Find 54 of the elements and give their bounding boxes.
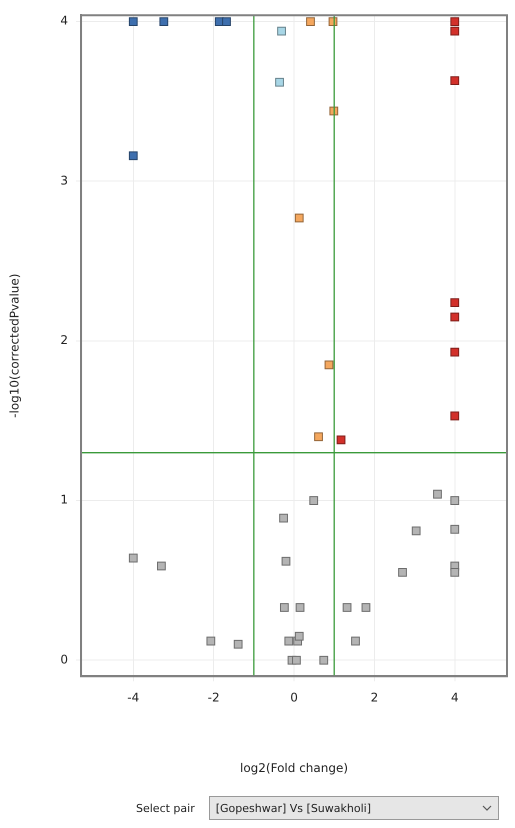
point: [450, 312, 460, 322]
point: [279, 514, 288, 523]
point: [450, 76, 460, 86]
point: [398, 568, 407, 577]
point: [128, 151, 138, 160]
x-tick-label: 0: [290, 690, 298, 705]
point: [128, 17, 138, 26]
y-tick-label: 2: [60, 333, 68, 348]
point: [450, 17, 460, 26]
y-tick-label: 3: [60, 173, 68, 188]
point: [294, 632, 304, 641]
point: [284, 636, 294, 646]
point: [206, 636, 216, 646]
point: [292, 656, 301, 665]
point: [280, 603, 289, 612]
text: Select pair: [136, 802, 195, 814]
point: [319, 656, 328, 665]
point: [450, 298, 460, 307]
point: [275, 78, 284, 87]
point: [450, 496, 460, 505]
point: [157, 562, 166, 570]
dropdown-field: [Gopeshwar] Vs [Suwakholi]: [208, 796, 499, 820]
point: [336, 436, 346, 444]
y-tick-label: 4: [60, 14, 68, 28]
point: [294, 214, 304, 222]
point: [324, 360, 334, 370]
point: [234, 640, 243, 649]
y-tick-label: 0: [60, 652, 68, 666]
y-axis-title: -log10(correctedPvalue): [7, 274, 22, 418]
point: [282, 556, 290, 566]
point: [450, 348, 460, 356]
point: [159, 17, 168, 26]
point: [277, 26, 286, 36]
point: [450, 412, 460, 420]
point: [433, 490, 442, 499]
y-tick-label: 1: [60, 492, 68, 507]
point: [222, 17, 231, 26]
x-tick-label: 4: [450, 690, 459, 705]
point: [314, 432, 323, 442]
x-tick-label: -2: [208, 690, 220, 705]
point: [412, 526, 421, 536]
point: [309, 496, 318, 505]
point: [450, 26, 460, 36]
point: [351, 636, 360, 646]
x-tick-label: -4: [127, 690, 140, 705]
point: [128, 554, 138, 562]
x-tick-label: 2: [370, 690, 378, 705]
point: [296, 603, 304, 612]
point: [450, 568, 460, 577]
point: [362, 603, 370, 612]
point: [450, 524, 460, 534]
point: [342, 603, 352, 612]
point: [306, 17, 315, 26]
x-axis-title: log2(Fold change): [240, 760, 348, 775]
